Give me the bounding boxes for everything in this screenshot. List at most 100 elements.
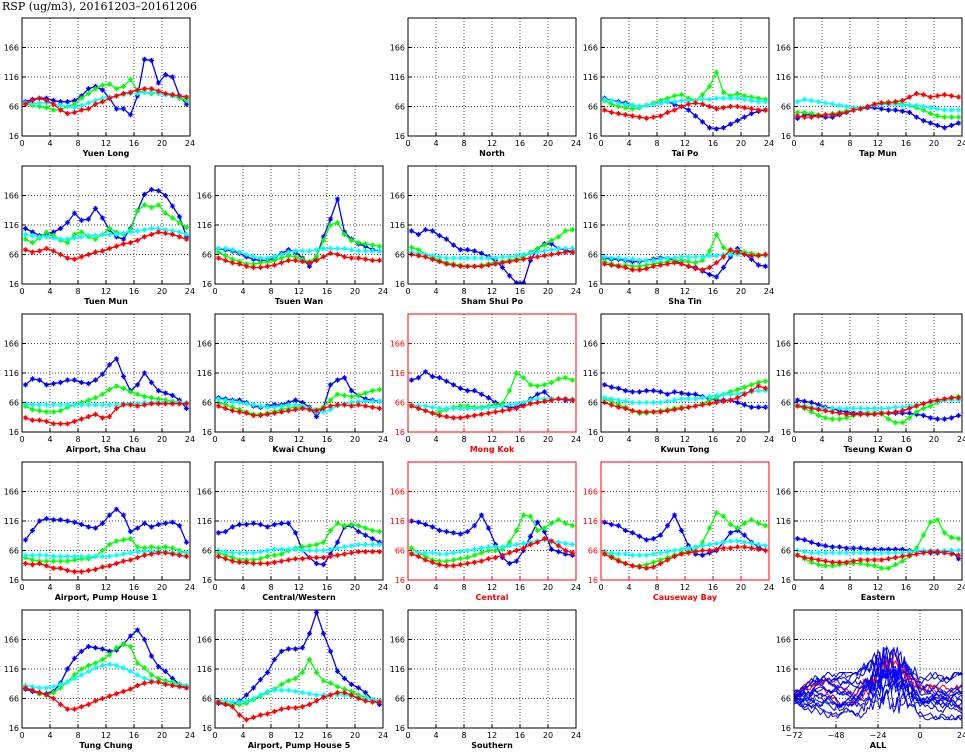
- data-point-cyan: [36, 100, 43, 106]
- data-point-blue: [78, 521, 85, 528]
- plot-area: [22, 506, 190, 575]
- data-point-red: [155, 88, 162, 94]
- x-tick-label: 8: [847, 139, 852, 148]
- data-point-cyan: [727, 391, 734, 397]
- data-point-red: [762, 107, 769, 113]
- data-point-blue: [443, 378, 450, 384]
- data-point-cyan: [485, 544, 492, 550]
- data-point-red: [71, 256, 78, 262]
- data-point-blue: [941, 125, 948, 131]
- x-tick-label: 24: [764, 435, 774, 444]
- data-point-cyan: [457, 255, 464, 261]
- data-point-red: [120, 558, 127, 564]
- data-point-green: [615, 103, 622, 110]
- data-point-blue: [457, 247, 464, 253]
- data-point-blue: [941, 416, 948, 422]
- station-label: Causeway Bay: [653, 593, 718, 602]
- data-point-green: [92, 236, 99, 242]
- data-point-green: [755, 95, 762, 101]
- y-tick-label: 16: [781, 724, 791, 733]
- x-tick-label: 20: [736, 435, 746, 444]
- x-tick-label: 20: [543, 435, 553, 444]
- data-point-red: [148, 86, 155, 92]
- data-point-green: [257, 260, 264, 266]
- data-point-red: [257, 412, 264, 419]
- data-point-red: [941, 550, 948, 556]
- data-point-blue: [734, 118, 741, 124]
- x-tick-label: 4: [47, 139, 52, 148]
- data-point-blue: [657, 532, 664, 538]
- data-point-red: [948, 551, 955, 557]
- data-point-green: [569, 523, 576, 529]
- data-point-cyan: [548, 247, 555, 253]
- data-point-cyan: [755, 542, 762, 548]
- data-point-cyan: [169, 228, 176, 234]
- data-point-red: [794, 552, 801, 558]
- data-point-blue: [920, 118, 927, 124]
- x-tick-label: 12: [873, 139, 883, 148]
- data-point-cyan: [92, 233, 99, 239]
- data-point-red: [741, 544, 748, 550]
- data-point-blue: [169, 203, 176, 209]
- data-point-green: [278, 681, 285, 687]
- data-point-cyan: [236, 249, 243, 255]
- data-point-green: [313, 669, 320, 676]
- data-point-red: [250, 714, 257, 720]
- x-tick-label: 12: [487, 435, 497, 444]
- data-point-green: [762, 523, 769, 529]
- data-point-cyan: [57, 553, 64, 559]
- data-point-blue: [327, 382, 334, 388]
- data-point-red: [341, 551, 348, 557]
- data-point-blue: [436, 233, 443, 239]
- data-point-red: [815, 113, 822, 119]
- data-point-cyan: [794, 99, 801, 105]
- data-point-green: [99, 82, 106, 88]
- x-tick-label: 4: [433, 583, 438, 592]
- data-point-blue: [913, 114, 920, 120]
- data-point-cyan: [892, 404, 899, 410]
- data-point-red: [127, 402, 134, 408]
- data-point-green: [650, 559, 657, 565]
- data-point-blue: [748, 110, 755, 117]
- data-point-blue: [341, 675, 348, 682]
- data-point-red: [320, 694, 327, 700]
- data-point-cyan: [899, 550, 906, 556]
- data-point-cyan: [29, 233, 36, 239]
- data-point-blue: [78, 648, 85, 654]
- data-point-red: [450, 415, 457, 421]
- data-point-cyan: [748, 98, 755, 104]
- x-tick-label: 16: [515, 435, 525, 444]
- data-point-blue: [534, 519, 541, 525]
- y-tick-label: 16: [588, 576, 598, 585]
- y-tick-label: 66: [9, 547, 19, 556]
- data-point-cyan: [278, 403, 285, 409]
- data-point-green: [808, 559, 815, 565]
- data-point-blue: [215, 530, 222, 536]
- data-point-red: [120, 90, 127, 97]
- data-point-cyan: [243, 698, 250, 704]
- data-point-blue: [499, 264, 506, 271]
- data-point-blue: [141, 370, 148, 376]
- data-point-red: [257, 560, 264, 567]
- x-tick-label: 4: [626, 435, 631, 444]
- data-point-blue: [885, 107, 892, 113]
- x-tick-label: 4: [433, 731, 438, 740]
- data-point-cyan: [650, 399, 657, 406]
- data-point-blue: [727, 530, 734, 536]
- data-point-blue: [850, 545, 857, 551]
- data-point-green: [106, 81, 113, 87]
- data-point-red: [85, 106, 92, 112]
- data-point-cyan: [229, 247, 236, 253]
- data-point-red: [499, 552, 506, 558]
- data-point-cyan: [615, 100, 622, 106]
- data-point-green: [271, 552, 278, 558]
- data-point-red: [285, 408, 292, 414]
- x-tick-label: 20: [929, 139, 939, 148]
- data-point-red: [699, 101, 706, 107]
- data-point-cyan: [608, 550, 615, 556]
